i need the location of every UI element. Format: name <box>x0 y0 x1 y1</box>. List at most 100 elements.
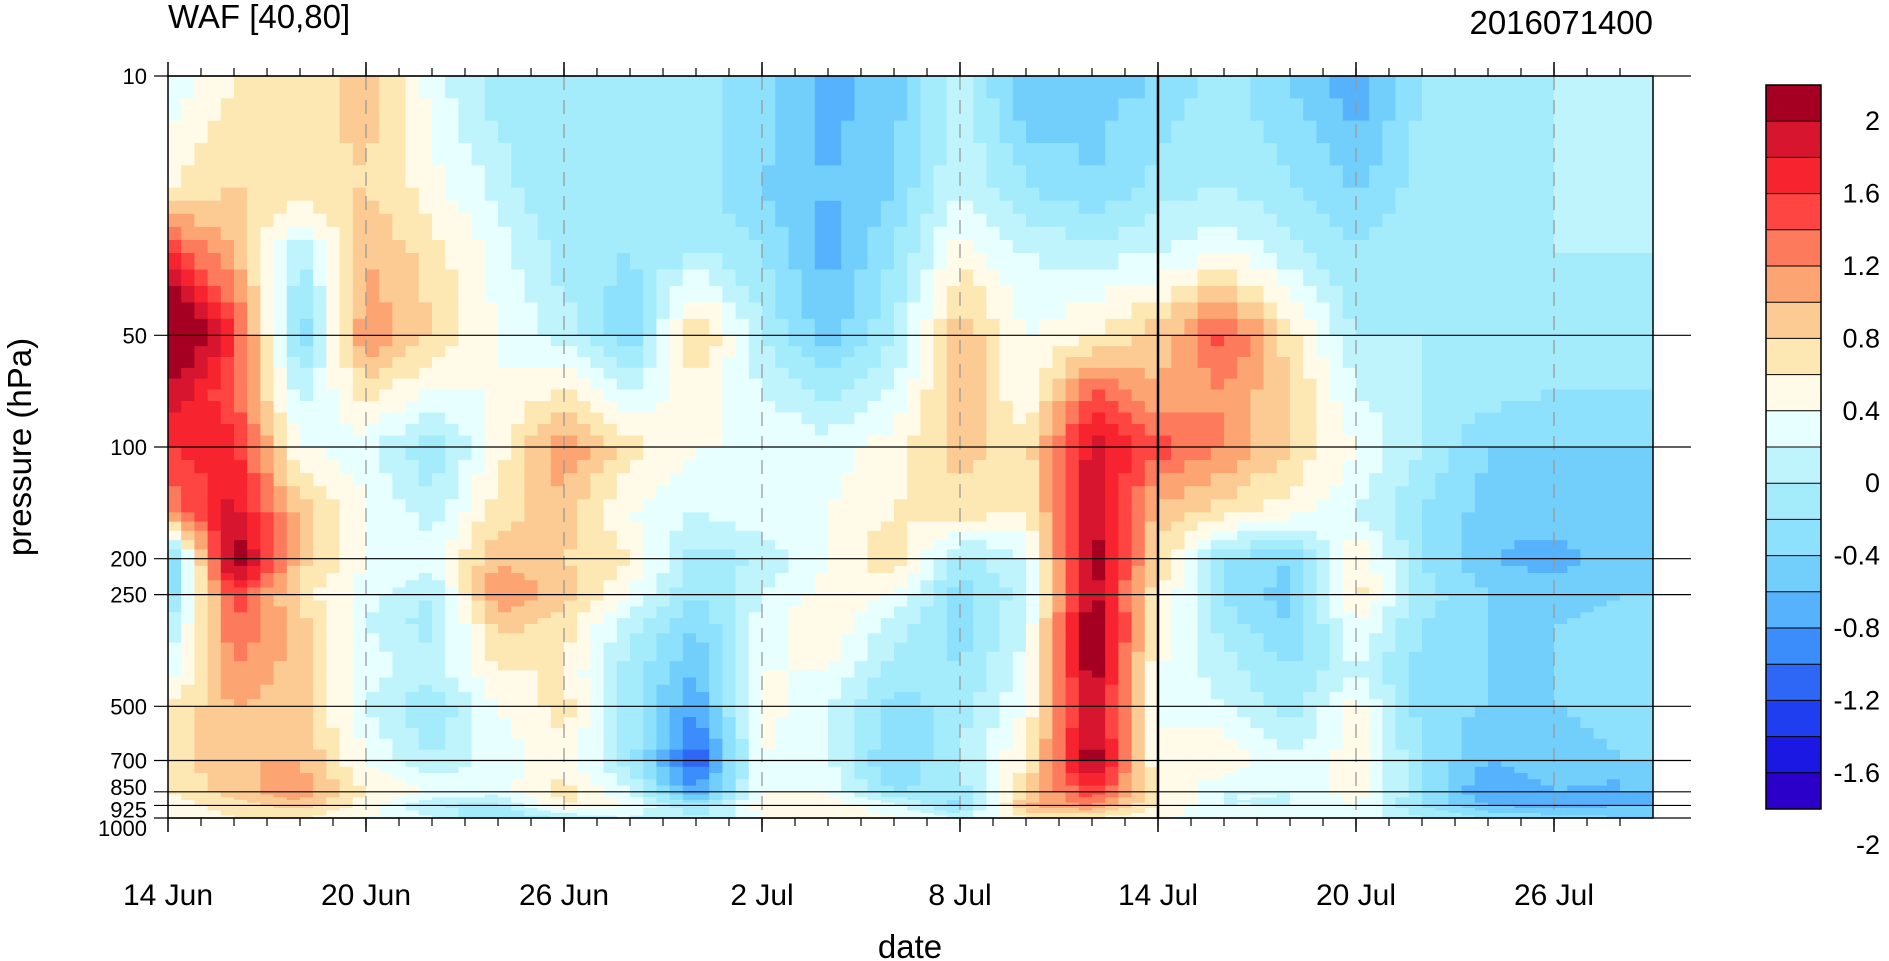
contour-cell <box>1078 486 1093 500</box>
contour-cell <box>907 239 921 254</box>
contour-cell <box>1593 285 1608 303</box>
contour-cell <box>498 76 512 99</box>
contour-cell <box>207 239 222 254</box>
contour-cell <box>1382 512 1397 523</box>
contour-cell <box>1448 226 1463 241</box>
contour-cell <box>1422 401 1436 414</box>
contour-cell <box>960 558 974 567</box>
contour-cell <box>1461 580 1476 589</box>
contour-cell <box>669 346 684 358</box>
contour-cell <box>220 530 235 541</box>
contour-cell <box>220 412 235 425</box>
contour-cell <box>1501 447 1515 461</box>
contour-cell <box>1250 580 1265 589</box>
contour-cell <box>1026 600 1040 607</box>
contour-cell <box>1290 285 1304 303</box>
contour-cell <box>1065 389 1080 402</box>
contour-cell <box>590 335 605 347</box>
contour-cell <box>1488 412 1502 425</box>
contour-cell <box>1316 412 1331 425</box>
contour-cell <box>484 424 499 437</box>
contour-cell <box>1474 187 1489 202</box>
contour-cell <box>418 412 433 425</box>
contour-cell <box>841 357 855 369</box>
contour-cell <box>366 335 380 347</box>
contour-cell <box>1606 302 1621 320</box>
contour-cell <box>630 530 644 541</box>
contour-cell <box>616 558 631 567</box>
contour-cell <box>1158 269 1172 287</box>
contour-cell <box>1593 512 1608 523</box>
contour-cell <box>511 302 525 320</box>
contour-cell <box>762 486 776 500</box>
contour-cell <box>537 612 552 619</box>
contour-cell <box>1184 565 1199 574</box>
contour-cell <box>1012 302 1027 320</box>
contour-cell <box>1224 378 1238 391</box>
contour-cell <box>366 540 380 551</box>
contour-cell <box>894 200 908 215</box>
contour-cell <box>643 367 657 380</box>
contour-cell <box>1474 473 1489 487</box>
contour-cell <box>616 594 631 602</box>
contour-cell <box>379 618 393 625</box>
contour-cell <box>722 580 737 589</box>
contour-cell <box>484 226 499 241</box>
contour-cell <box>814 573 829 581</box>
contour-cell <box>181 580 195 589</box>
contour-cell <box>313 486 327 500</box>
contour-cell <box>1540 269 1555 287</box>
contour-cell <box>458 580 473 589</box>
contour-cell <box>1408 401 1423 414</box>
contour-cell <box>748 624 763 634</box>
contour-cell <box>339 226 354 241</box>
contour-cell <box>1554 558 1568 567</box>
contour-cell <box>643 580 657 589</box>
contour-cell <box>1092 486 1106 500</box>
contour-cell <box>854 302 869 320</box>
contour-cell <box>1316 460 1331 474</box>
contour-cell <box>511 549 525 560</box>
contour-cell <box>471 624 486 634</box>
contour-cell <box>1408 253 1423 271</box>
contour-cell <box>1210 143 1225 166</box>
contour-cell <box>920 580 935 589</box>
contour-cell <box>973 460 987 474</box>
contour-cell <box>1356 587 1370 596</box>
contour-cell <box>524 346 539 358</box>
contour-cell <box>656 558 671 567</box>
contour-cell <box>1092 594 1106 602</box>
contour-cell <box>828 618 842 625</box>
contour-cell <box>828 606 842 613</box>
contour-cell <box>643 269 657 287</box>
contour-cell <box>907 98 921 122</box>
contour-cell <box>775 580 789 589</box>
contour-cell <box>220 165 235 189</box>
contour-cell <box>696 486 710 500</box>
contour-cell <box>1092 367 1106 380</box>
contour-cell <box>1342 540 1357 551</box>
contour-cell <box>511 401 525 414</box>
contour-cell <box>1158 213 1172 228</box>
contour-cell <box>973 213 987 228</box>
contour-cell <box>194 512 209 523</box>
contour-cell <box>682 512 697 523</box>
contour-cell <box>1276 318 1291 336</box>
contour-cell <box>326 549 341 560</box>
contour-cell <box>854 447 869 461</box>
contour-cell <box>696 580 710 589</box>
contour-cell <box>1369 540 1383 551</box>
contour-cell <box>1448 521 1463 532</box>
contour-cell <box>352 594 367 602</box>
contour-cell <box>748 401 763 414</box>
contour-cell <box>1144 187 1159 202</box>
contour-cell <box>1488 424 1502 437</box>
contour-cell <box>603 486 618 500</box>
contour-cell <box>1382 98 1397 122</box>
contour-cell <box>1092 165 1106 189</box>
contour-cell <box>471 618 486 625</box>
contour-cell <box>907 269 921 287</box>
contour-cell <box>1474 213 1489 228</box>
contour-cell <box>1171 226 1185 241</box>
contour-cell <box>735 594 750 602</box>
